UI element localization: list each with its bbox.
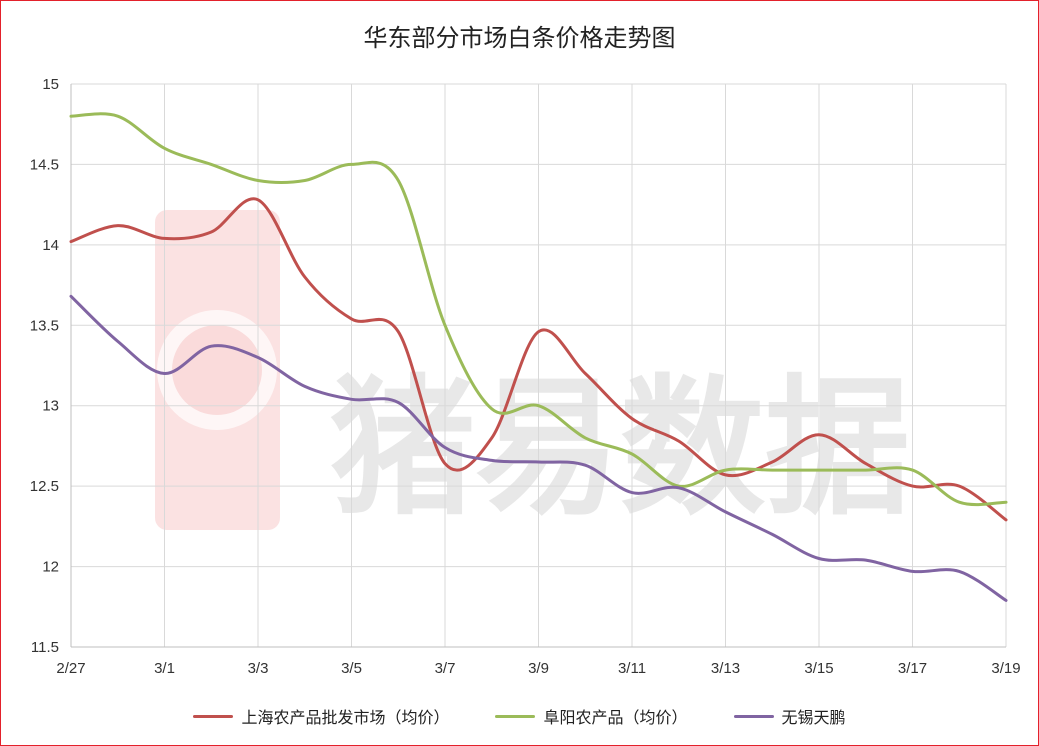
legend-label-wuxi: 无锡天鹏 (781, 708, 846, 727)
legend-swatch-wuxi (733, 714, 774, 718)
y-tick-label: 12 (42, 559, 59, 576)
x-tick-label: 3/11 (618, 660, 646, 677)
x-tick-label: 3/9 (528, 660, 549, 677)
logo-mark-inner (172, 325, 262, 415)
axes (70, 84, 1006, 648)
y-tick-label: 12.5 (30, 478, 59, 495)
x-tick-label: 3/1 (154, 660, 175, 677)
chart-title: 华东部分市场白条价格走势图 (363, 24, 676, 52)
watermark: 猪易数据 (155, 210, 910, 536)
y-tick-label: 14 (42, 237, 59, 254)
y-tick-label: 14.5 (30, 156, 59, 173)
legend-item-wuxi: 无锡天鹏 (733, 704, 846, 728)
legend-label-fuyang: 阜阳农产品（均价） (543, 708, 688, 727)
y-tick-labels: 11.5 12 12.5 13 13.5 14 14.5 15 (30, 76, 59, 656)
series-line-shanghai (69, 197, 1008, 522)
y-tick-label: 11.5 (31, 639, 59, 656)
series-line-wuxi (69, 294, 1008, 602)
x-tick-labels: 2/27 3/1 3/3 3/5 3/7 3/9 3/11 3/13 3/15 3/17 3/19 (56, 660, 1020, 677)
series-lines (69, 112, 1008, 602)
series-line-fuyang (69, 112, 1008, 507)
x-tick-label: 3/13 (711, 660, 740, 677)
x-tick-label: 3/19 (991, 660, 1020, 677)
legend-item-fuyang: 阜阳农产品（均价） (495, 704, 688, 728)
legend-label-shanghai: 上海农产品批发市场（均价） (241, 708, 450, 727)
legend-swatch-fuyang (495, 714, 536, 718)
x-tick-label: 3/7 (435, 660, 456, 677)
x-tick-label: 3/15 (804, 660, 833, 677)
y-tick-label: 13.5 (30, 317, 59, 334)
x-tick-label: 3/17 (898, 660, 927, 677)
y-tick-label: 13 (42, 398, 59, 415)
y-tick-label: 15 (42, 76, 59, 93)
x-tick-label: 2/27 (56, 660, 85, 677)
x-tick-label: 3/5 (341, 660, 362, 677)
x-tick-label: 3/3 (248, 660, 269, 677)
legend-item-shanghai: 上海农产品批发市场（均价） (193, 704, 449, 728)
legend: 上海农产品批发市场（均价） 阜阳农产品（均价） 无锡天鹏 (0, 703, 1039, 729)
legend-swatch-shanghai (193, 714, 234, 718)
